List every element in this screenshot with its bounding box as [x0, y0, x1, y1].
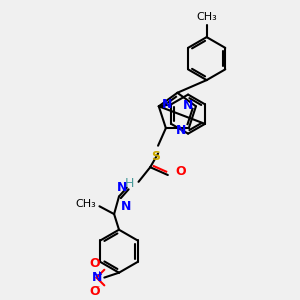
Text: O: O — [89, 257, 100, 270]
Text: O: O — [176, 165, 186, 178]
Text: H: H — [125, 177, 135, 190]
Text: S: S — [152, 150, 160, 163]
Text: N: N — [92, 271, 102, 284]
Text: +: + — [95, 270, 102, 279]
Text: N: N — [116, 181, 127, 194]
Text: N: N — [162, 98, 172, 111]
Text: N: N — [121, 200, 131, 213]
Text: CH₃: CH₃ — [76, 199, 97, 209]
Text: CH₃: CH₃ — [196, 13, 217, 22]
Text: N: N — [183, 99, 193, 112]
Text: O: O — [89, 285, 100, 298]
Text: N: N — [176, 124, 186, 136]
Text: ⁻: ⁻ — [94, 284, 99, 294]
